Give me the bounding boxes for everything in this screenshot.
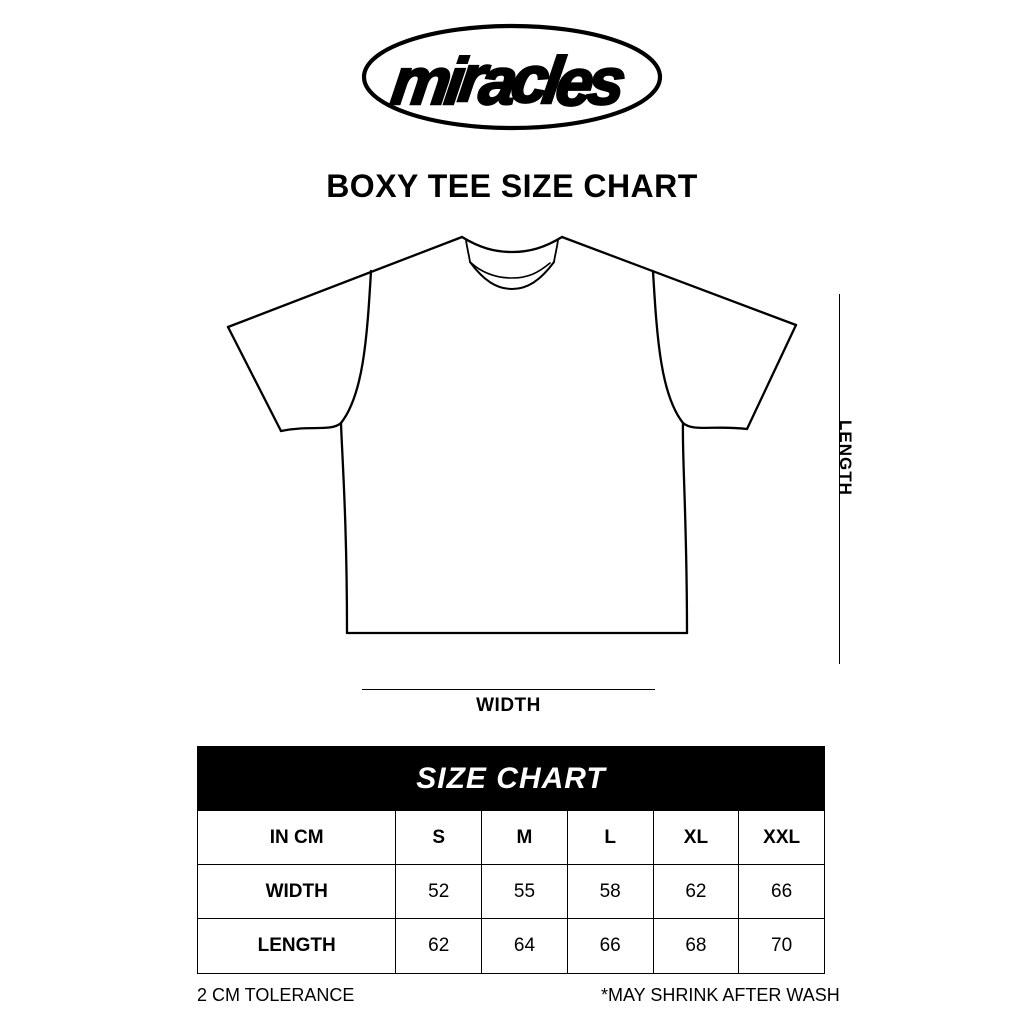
svg-text:miracles: miracles <box>387 42 629 120</box>
